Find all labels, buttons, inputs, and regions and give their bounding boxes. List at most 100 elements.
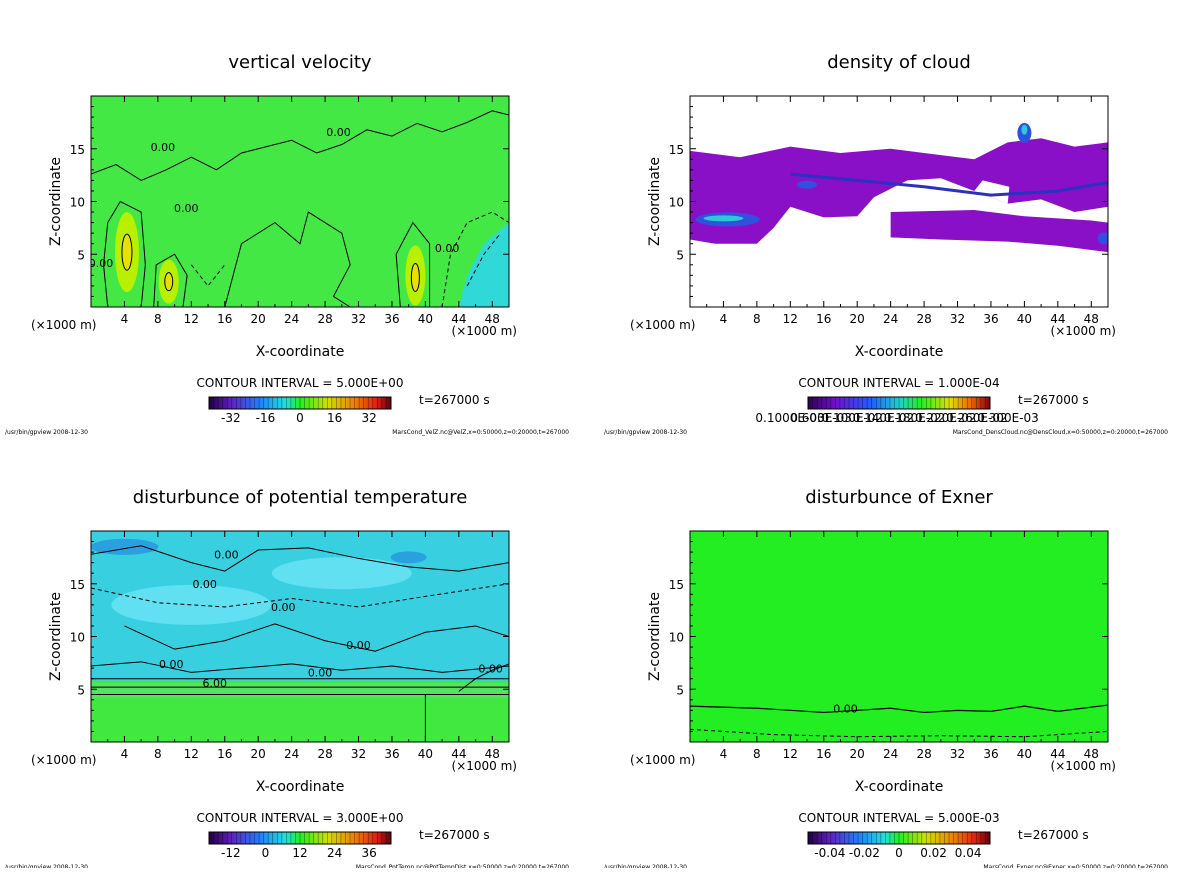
x-tick-label: 8: [753, 312, 761, 326]
colorbar-tick-label: 0: [296, 411, 304, 425]
x-tick-label: 12: [184, 312, 199, 326]
updraft-core: [164, 272, 174, 292]
cloud-gap: [974, 180, 1010, 204]
colorbar: -0.04 -0.02 0 0.02 0.04: [807, 831, 991, 860]
y-tick-label: 15: [669, 143, 684, 157]
downdraft-region: [458, 222, 509, 307]
field-background: [91, 96, 509, 307]
time-label: t=267000 s: [1018, 828, 1089, 842]
colorbar-tick-label: 0.140E-02: [853, 411, 915, 425]
x-unit-label-left: (×1000 m): [31, 753, 96, 767]
x-tick-label: 36: [983, 312, 998, 326]
contour-line: [458, 663, 509, 692]
footer-command: /usr/bin/gpview 2008-12-30: [5, 429, 88, 436]
x-unit-label-left: (×1000 m): [31, 318, 96, 332]
contour-line: [690, 704, 1108, 714]
contour-line-negative: [190, 264, 226, 287]
contour-label: 0.00: [833, 702, 858, 715]
x-unit-label-left: (×1000 m): [630, 318, 695, 332]
contour-interval-label: CONTOUR INTERVAL = 5.000E+00: [197, 376, 404, 390]
y-tick-label: 10: [669, 196, 684, 210]
y-tick-label: 5: [676, 683, 684, 697]
x-tick-label: 28: [916, 312, 931, 326]
contour-interval-label: CONTOUR INTERVAL = 5.000E-03: [798, 811, 999, 825]
x-tick-label: 32: [950, 312, 965, 326]
contour-label: 0.00: [151, 141, 176, 154]
y-axis-label: Z-coordinate: [48, 157, 64, 246]
chart-title: disturbunce of Exner: [805, 487, 993, 508]
x-axis-label: X-coordinate: [256, 779, 345, 795]
x-tick-label: 28: [916, 747, 931, 761]
x-tick-label: 16: [816, 312, 831, 326]
contour-label: 0.00: [478, 662, 503, 675]
x-tick-label: 48: [1084, 312, 1099, 326]
contour-label: 0.00: [192, 578, 217, 591]
chart-title: density of cloud: [827, 52, 971, 73]
x-tick-label: 24: [883, 312, 898, 326]
colorbar-tick-label: -32: [221, 411, 241, 425]
colorbar-tick-label: -0.04: [814, 846, 845, 860]
x-tick-label: 8: [753, 747, 761, 761]
y-tick-label: 5: [676, 248, 684, 262]
cloud-layer-lower: [890, 209, 1108, 253]
colorbar: -32 -16 0 16 32: [208, 396, 392, 425]
y-tick-label: 5: [77, 248, 85, 262]
x-unit-label-right: (×1000 m): [1051, 324, 1116, 338]
footer-command: /usr/bin/gpview 2008-12-30: [5, 864, 88, 868]
y-axis-label: Z-coordinate: [647, 157, 663, 246]
colorbar-tick-label: 0.1000E-03: [755, 411, 824, 425]
colorbar: 0.1000E-030.600E-030.100E-020.140E-020.1…: [755, 396, 1039, 425]
x-tick-label: 40: [1017, 312, 1032, 326]
colorbar-tick-label: 0: [262, 846, 270, 860]
x-tick-label: 24: [284, 312, 299, 326]
x-tick-label: 36: [384, 312, 399, 326]
footer-source: MarsCond_PotTemp.nc@PotTempDist,x=0:5000…: [356, 864, 569, 868]
x-tick-label: 36: [384, 747, 399, 761]
colorbar-tick-label: 0: [895, 846, 903, 860]
chart-title: disturbunce of potential temperature: [133, 487, 468, 508]
colorbar-tick-label: -12: [221, 846, 241, 860]
x-tick-label: 8: [154, 312, 162, 326]
colorbar-tick-label: 0.260E-02: [946, 411, 1008, 425]
y-tick-label: 15: [70, 578, 85, 592]
x-unit-label-right: (×1000 m): [452, 324, 517, 338]
x-tick-label: 20: [850, 312, 865, 326]
footer-source: MarsCond_DensCloud.nc@DensCloud,x=0:5000…: [953, 429, 1168, 436]
cloud-layer: [690, 138, 1108, 244]
colorbar-tick-label: 24: [327, 846, 342, 860]
contour-label: 0.00: [326, 126, 351, 139]
contour-line: [224, 211, 351, 307]
x-tick-label: 44: [451, 747, 466, 761]
contour-line: [91, 661, 509, 673]
contour-label: 0.00: [214, 548, 239, 561]
x-tick-label: 40: [418, 312, 433, 326]
x-axis-label: X-coordinate: [855, 779, 944, 795]
dense-cloud: [1097, 232, 1108, 245]
x-axis-label: X-coordinate: [855, 344, 944, 360]
contour-line: [91, 545, 509, 572]
y-axis-label: Z-coordinate: [647, 592, 663, 681]
plot-area: 0.00 0.00 0.00 0.00 0.00 0.00 6.00 0.00: [91, 531, 509, 742]
x-tick-label: 32: [950, 747, 965, 761]
contour-line: [124, 623, 509, 652]
contour-interval-label: CONTOUR INTERVAL = 1.000E-04: [798, 376, 999, 390]
x-tick-label: 48: [485, 312, 500, 326]
plot-area: 0.00: [690, 531, 1108, 742]
footer-command: /usr/bin/gpview 2008-12-30: [604, 429, 687, 436]
dense-cloud-core: [703, 215, 744, 222]
x-tick-label: 44: [1050, 747, 1065, 761]
x-tick-label: 20: [251, 747, 266, 761]
x-unit-label-left: (×1000 m): [630, 753, 695, 767]
time-label: t=267000 s: [419, 393, 490, 407]
x-tick-label: 12: [184, 747, 199, 761]
colorbar-tick-label: 0.180E-02: [884, 411, 946, 425]
contour-label: 0.00: [346, 639, 371, 652]
anomaly-region: [271, 557, 412, 590]
x-tick-label: 24: [883, 747, 898, 761]
x-tick-label: 16: [217, 312, 232, 326]
y-tick-label: 10: [669, 631, 684, 645]
x-tick-label: 12: [783, 747, 798, 761]
